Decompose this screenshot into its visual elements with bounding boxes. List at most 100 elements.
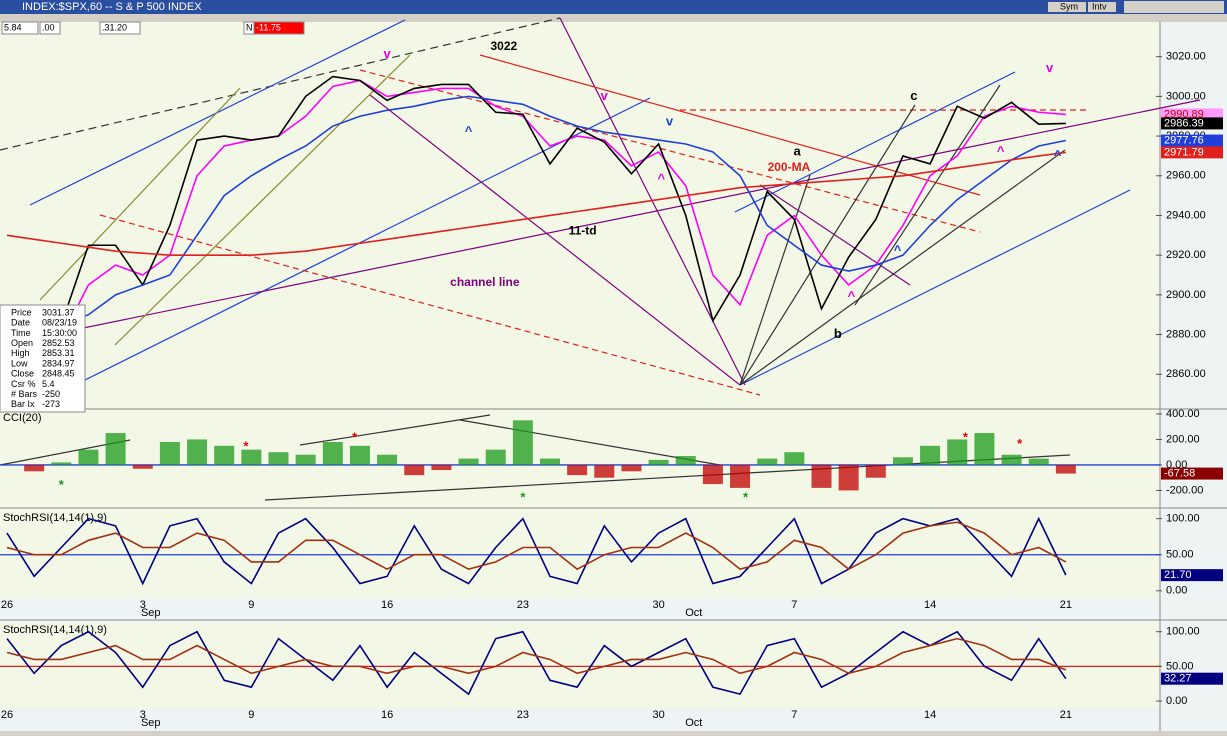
cci-bar: [431, 464, 452, 471]
cci-bar: [865, 464, 886, 478]
panel-dividers: [0, 22, 1227, 731]
header-field-text: -11.75: [256, 22, 281, 32]
x-tick-label: 26: [1, 599, 13, 611]
panel-title: StochRSI(14,14(1),9): [3, 624, 107, 636]
cci-bar: [51, 462, 72, 465]
y-tick-label: 2880.00: [1166, 328, 1206, 340]
x-tick-label: 14: [924, 709, 936, 721]
header-field: [39, 21, 61, 35]
cci-bar: [920, 445, 941, 465]
info-label: Bar Ix: [11, 399, 35, 409]
last-value-box: [1161, 672, 1223, 685]
y-tick-label: 2920.00: [1166, 249, 1206, 261]
cci-bar: [621, 464, 642, 472]
x-tick-label: 7: [791, 709, 797, 721]
month-label: Sep: [141, 717, 161, 729]
annotation: *: [743, 490, 749, 505]
y-tick-label: -200.00: [1166, 484, 1203, 496]
annotation: b: [834, 326, 842, 341]
cci-bar: [1001, 454, 1022, 465]
last-value-box: [1161, 467, 1223, 480]
last-value-label: 32.27: [1164, 673, 1192, 685]
y-tick-label: 100.00: [1166, 626, 1200, 638]
info-value: 2853.31: [42, 348, 75, 358]
cci-bar: [648, 459, 669, 465]
intv-button[interactable]: [1088, 2, 1116, 12]
series-line: [6, 75, 1066, 356]
cci-bar: [349, 445, 370, 465]
cci-bar: [322, 442, 343, 465]
sym-button[interactable]: [1048, 2, 1086, 12]
annotation: *: [352, 430, 358, 445]
annotation: 200-MA: [768, 160, 811, 174]
series-line: [6, 521, 1067, 571]
annotation: v: [383, 46, 391, 61]
info-value: 2852.53: [42, 338, 75, 348]
info-value: 15:30:00: [42, 328, 77, 338]
cci-bar: [702, 464, 723, 485]
last-value-label: 2977.76: [1164, 134, 1204, 146]
info-box: [0, 304, 86, 413]
cci-bar: [512, 420, 533, 465]
header-field-text: .00: [42, 22, 55, 32]
x-tick-label: 3: [140, 599, 146, 611]
intv-label[interactable]: Intv: [1092, 1, 1107, 11]
trendlines: [0, 17, 1201, 501]
plot-background-top: [0, 22, 1160, 34]
last-value-label: 2990.89: [1164, 108, 1204, 120]
y-tick-label: 2900.00: [1166, 289, 1206, 301]
cci-bar: [784, 452, 805, 465]
annotation: *: [520, 490, 526, 505]
last-value-label: 2986.39: [1164, 117, 1204, 129]
info-label: Price: [11, 307, 32, 317]
cci-bar: [404, 464, 425, 476]
x-axis-strip: [0, 598, 1160, 622]
cci-bar: [458, 458, 479, 465]
annotation: v: [666, 114, 674, 129]
cci-bar: [268, 452, 289, 465]
info-label: Close: [11, 369, 34, 379]
y-tick-label: 2860.00: [1166, 368, 1206, 380]
x-tick-label: 14: [924, 599, 936, 611]
header-field: [1, 21, 39, 35]
header-field-text: N: [246, 22, 253, 32]
x-tick-label: 23: [517, 599, 529, 611]
cci-bar: [594, 464, 615, 478]
y-tick-label: 3020.00: [1166, 51, 1206, 63]
info-value: 5.4: [42, 379, 55, 389]
x-tick-label: 7: [791, 599, 797, 611]
annotation: *: [1017, 436, 1023, 451]
x-tick-label: 16: [381, 599, 393, 611]
marks: 3020.003000.002980.002960.002940.002920.…: [0, 39, 1223, 729]
x-axis-strip: [0, 708, 1160, 731]
last-value-box: [1161, 569, 1223, 582]
window-title: INDEX:$SPX,60 -- S & P 500 INDEX: [22, 1, 202, 13]
x-tick-label: 23: [517, 709, 529, 721]
annotation: ^: [848, 288, 856, 303]
annotation: *: [59, 477, 65, 492]
month-label: Oct: [685, 607, 702, 619]
window-controls[interactable]: [1124, 1, 1224, 13]
annotation: v: [1046, 60, 1054, 75]
annotation: 11-td: [569, 224, 597, 238]
cci-bar: [78, 449, 99, 465]
info-value: 2848.45: [42, 369, 75, 379]
y-tick-label: 0.00: [1166, 585, 1187, 597]
cci-bar: [485, 449, 506, 465]
info-value: 08/23/19: [42, 318, 77, 328]
y-tick-label: 50.00: [1166, 660, 1194, 672]
y-tick-label: 2960.00: [1166, 170, 1206, 182]
cci-bar: [811, 464, 832, 488]
info-label: Open: [11, 338, 33, 348]
cci-bar: [838, 464, 859, 491]
y-tick-label: 2940.00: [1166, 209, 1206, 221]
annotation: v: [601, 88, 609, 103]
panel-title: StochRSI(14,14(1),9): [3, 512, 107, 524]
cci-bar: [295, 454, 316, 465]
annotation: channel line: [450, 275, 520, 289]
info-value: -250: [42, 389, 60, 399]
sym-label[interactable]: Sym: [1060, 1, 1078, 11]
x-tick-label: 30: [652, 599, 664, 611]
header-field-text: 5.84: [4, 22, 22, 32]
annotation: 3022: [490, 39, 517, 53]
